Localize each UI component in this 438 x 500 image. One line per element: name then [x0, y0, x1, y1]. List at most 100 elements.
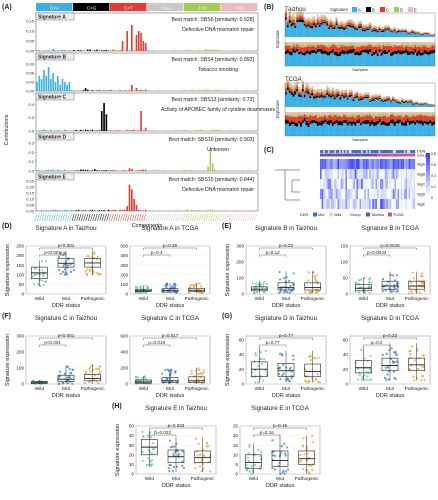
- exposure-bar: [296, 14, 299, 18]
- component-tick: [171, 213, 174, 222]
- contribution-bar: [36, 82, 38, 91]
- background-bar: [255, 169, 258, 171]
- group-annotation-cell: [377, 153, 379, 157]
- exposure-fraction-bar: [395, 50, 398, 55]
- data-point: [411, 345, 414, 348]
- data-point: [292, 354, 295, 357]
- exposure-bar: [416, 102, 419, 104]
- background-bar: [103, 210, 105, 211]
- exposure-bar: [367, 96, 370, 98]
- exposure-fraction-bar: [358, 115, 361, 120]
- ddr-annotation-cell: [343, 150, 346, 153]
- data-point: [63, 268, 66, 271]
- heatmap-cell: [411, 199, 414, 209]
- heatmap-cell: [391, 169, 393, 179]
- exposure-fraction-bar: [427, 114, 430, 117]
- ddr-annotation-cell: [327, 150, 330, 153]
- exposure-bar: [305, 21, 308, 23]
- y-tick-label: 600: [120, 334, 128, 339]
- exposure-bar: [335, 90, 338, 93]
- exposure-bar: [427, 105, 430, 107]
- x-tick-label: Mut: [166, 386, 175, 392]
- exposure-fraction-bar: [425, 53, 428, 66]
- exposure-fraction-bar: [403, 114, 406, 117]
- component-tick: [212, 213, 216, 222]
- component-tick: [215, 213, 218, 222]
- exposure-bar: [373, 31, 376, 37]
- exposure-bar: [318, 96, 321, 98]
- heatmap-cell: [358, 159, 360, 169]
- exposure-bar: [412, 30, 415, 31]
- exposure-fraction-bar: [348, 112, 351, 115]
- heatmap-cell: [405, 159, 408, 169]
- component-tick: [173, 213, 176, 222]
- exposure-fraction-bar: [365, 45, 368, 50]
- data-point: [357, 291, 361, 294]
- x-tick-label: Pathogenic: [295, 476, 320, 482]
- exposure-bar: [292, 13, 295, 17]
- data-point: [315, 273, 318, 277]
- heatmap-cell: [375, 169, 378, 179]
- exposure-bar: [395, 29, 398, 31]
- exposure-fraction-bar: [390, 123, 392, 136]
- exposure-fraction-bar: [294, 115, 297, 118]
- exposure-fraction-bar: [423, 42, 426, 44]
- background-bar: [43, 90, 45, 91]
- background-bar: [211, 129, 214, 131]
- data-point: [279, 472, 282, 476]
- ddr-annotation-cell: [407, 150, 409, 153]
- data-point: [360, 379, 363, 382]
- background-bar: [179, 210, 181, 211]
- exposure-bar: [348, 97, 351, 107]
- exposure-fraction-bar: [313, 114, 316, 116]
- exposure-fraction-bar: [358, 55, 361, 66]
- exposure-fraction-bar: [354, 122, 357, 126]
- exposure-bar: [431, 35, 434, 37]
- data-point: [94, 367, 98, 370]
- exposure-bar: [397, 101, 400, 103]
- exposure-fraction-bar: [412, 114, 415, 116]
- contribution-bar: [105, 114, 108, 131]
- exposure-fraction-bar: [352, 52, 355, 66]
- exposure-fraction-bar: [429, 47, 432, 51]
- exposure-bar: [399, 29, 402, 31]
- box-plot-title: Signature D in Taizhou: [255, 315, 318, 322]
- exposure-bar: [375, 96, 377, 99]
- background-bar: [57, 130, 59, 131]
- y-tick-label: 0: [125, 292, 128, 297]
- x-axis-label: DDR status: [376, 303, 405, 309]
- group-annotation-cell: [384, 153, 387, 157]
- exposure-fraction-bar: [403, 122, 406, 126]
- background-bar: [232, 50, 235, 51]
- exposure-fraction-bar: [316, 43, 319, 46]
- ddr-annotation-cell: [392, 150, 395, 153]
- exposure-bar: [399, 101, 402, 102]
- background-bar: [198, 89, 200, 91]
- heatmap-cell: [326, 179, 329, 189]
- exposure-bar: [315, 96, 317, 99]
- exposure-bar: [346, 98, 349, 100]
- data-point: [165, 286, 168, 289]
- exposure-bar: [388, 26, 391, 28]
- heatmap-cell: [326, 199, 329, 209]
- exposure-fraction-bar: [288, 45, 291, 52]
- exposure-fraction-bar: [335, 46, 338, 52]
- exposure-bar: [313, 91, 316, 94]
- exposure-fraction-bar: [384, 42, 387, 45]
- exposure-bar: [343, 90, 346, 93]
- exposure-fraction-bar: [300, 51, 302, 54]
- heatmap-cell: [388, 179, 390, 189]
- exposure-bar: [292, 96, 295, 107]
- exposure-bar: [301, 22, 304, 37]
- exposure-bar: [399, 30, 402, 32]
- exposure-fraction-bar: [401, 114, 404, 118]
- x-tick-label: Pathogenic: [191, 476, 216, 482]
- exposure-bar: [360, 98, 362, 100]
- p-value-bracket: [143, 254, 171, 257]
- exposure-fraction-bar: [369, 126, 372, 136]
- data-point: [176, 450, 179, 453]
- exposure-bar: [367, 97, 370, 107]
- heatmap-row-label: SigA: [417, 163, 425, 167]
- exposure-fraction-bar: [408, 114, 411, 118]
- exposure-bar: [337, 25, 340, 28]
